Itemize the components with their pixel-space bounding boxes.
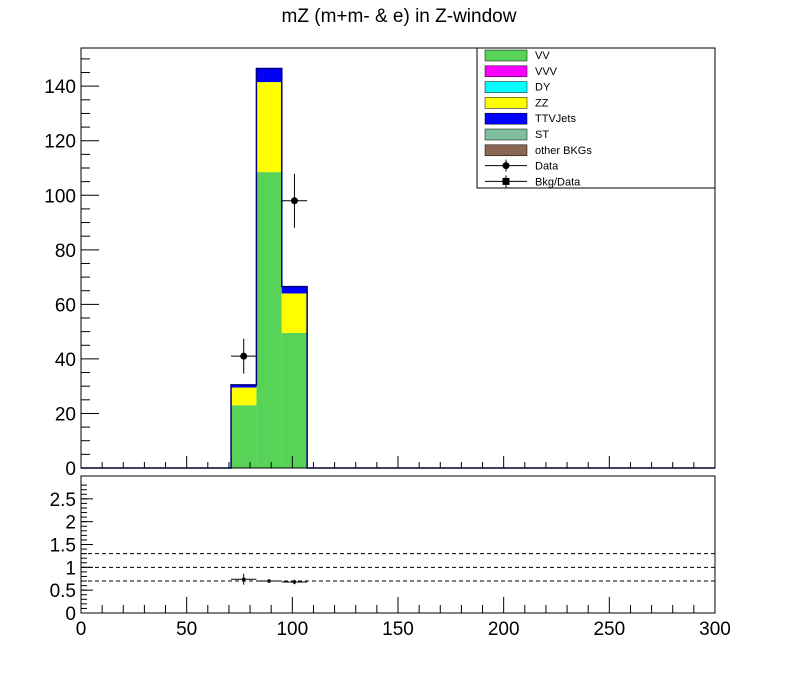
legend-label-1: VVV [535,66,558,78]
main-ytick-label: 40 [55,350,76,371]
ratio-ytick-label: 2 [65,513,76,534]
ratio-ytick-label: 2.5 [50,490,76,511]
ratio-ytick-label: 1 [65,558,76,579]
main-ytick-label: 20 [55,404,76,425]
ratio-frame [80,475,716,614]
bar-ttvjets-bin-1 [256,68,282,83]
legend-marker-7 [502,162,510,170]
ratio-xtick-label: 0 [76,619,87,640]
legend-label-3: ZZ [535,97,549,109]
legend-swatch-5 [484,128,528,141]
chart-title: mZ (m+m- & e) in Z-window [282,6,517,27]
ratio-ytick-label: 0.5 [50,581,76,602]
ratio-ytick-label: 1.5 [50,536,76,557]
main-ytick-label: 120 [44,132,76,153]
legend-swatch-0 [484,49,528,62]
bar-ttvjets-bin-2 [281,286,308,294]
bar-zz-bin-2 [281,293,308,333]
bar-vv-bin-0 [231,405,257,468]
data-point-0 [240,352,248,360]
legend-label-8: Bkg/Data [535,176,581,188]
bar-ttvjets-bin-0 [231,384,257,388]
legend-marker-8 [502,177,510,185]
legend-swatch-3 [484,97,528,109]
ratio-xtick-label: 300 [699,619,731,640]
main-ytick-label: 0 [65,459,76,480]
main-ytick-label: 60 [55,295,76,316]
main-ytick-label: 100 [44,186,76,207]
bar-zz-bin-1 [256,82,282,173]
legend-label-5: ST [535,129,549,141]
ratio-xtick-label: 50 [176,619,197,640]
ratio-point-1 [267,579,271,583]
main-ytick-label: 140 [44,77,76,98]
ratio-pad: 00.511.522.5 0 50 100 150 200 250 300 [50,475,731,640]
ratio-xtick-label: 100 [276,619,308,640]
ratio-xtick-label: 200 [488,619,520,640]
legend-label-4: TTVJets [535,113,576,125]
ratio-xtick-label: 250 [593,619,625,640]
main-ytick-label: 80 [55,241,76,262]
ratio-point-2 [292,580,296,584]
legend-swatch-6 [484,144,528,157]
main-pad: 0 20 40 60 80 100 120 140 [44,47,716,480]
data-point-1 [290,197,298,205]
ratio-xtick-label: 150 [382,619,414,640]
legend-swatch-4 [484,112,528,125]
bar-vv-bin-1 [256,172,282,468]
legend-swatch-2 [484,81,528,93]
legend-label-0: VV [535,50,550,62]
ratio-ytick-label: 0 [65,604,76,625]
legend-label-7: Data [535,161,559,173]
legend-swatch-1 [484,65,528,78]
ratio-point-0 [242,577,246,581]
legend-label-2: DY [535,82,551,94]
bar-zz-bin-0 [231,387,257,406]
stack-outline [81,67,715,469]
legend-label-6: other BKGs [535,145,592,157]
bar-vv-bin-2 [281,333,308,468]
